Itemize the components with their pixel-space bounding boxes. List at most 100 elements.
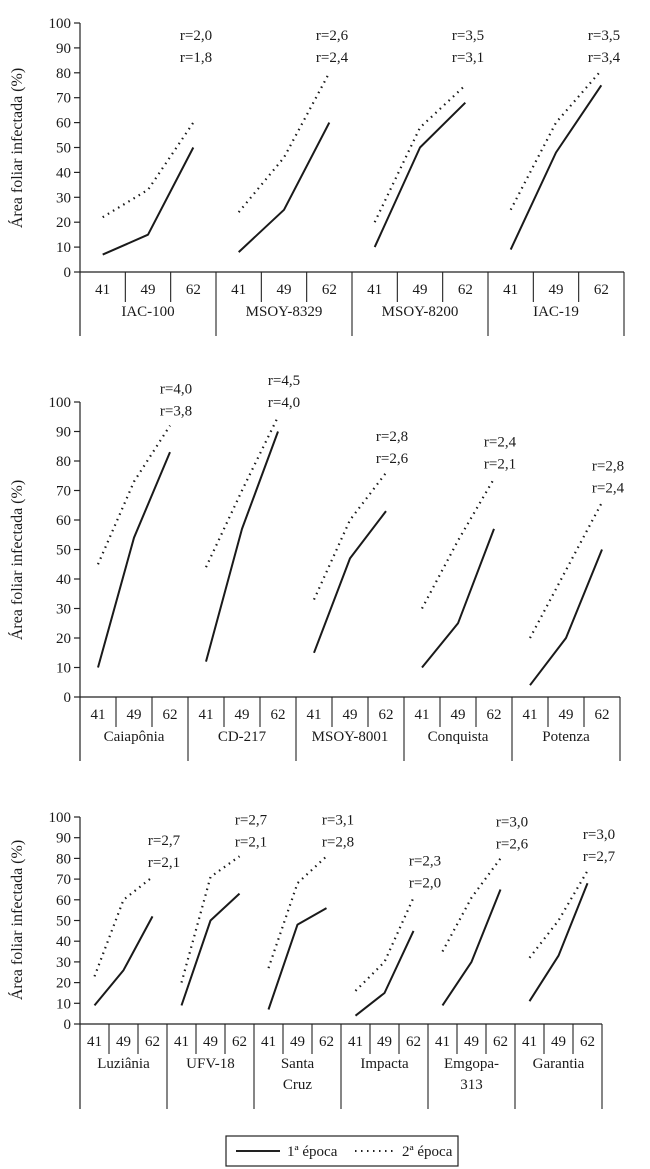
- y-tick-label: 60: [56, 893, 71, 909]
- y-tick-label: 70: [56, 484, 71, 500]
- x-tick-label: 49: [451, 707, 466, 723]
- y-tick-label: 40: [56, 572, 71, 588]
- category-label-line2: Cruz: [283, 1077, 313, 1093]
- y-tick-label: 30: [56, 955, 71, 971]
- r-value-1a-epoca: r=2,1: [148, 855, 180, 871]
- y-tick-label: 50: [56, 543, 71, 559]
- series-line-1a-epoca: [441, 889, 502, 1006]
- series-line-1a-epoca: [373, 101, 467, 248]
- y-tick-label: 50: [56, 141, 71, 157]
- r-value-2a-epoca: r=2,8: [592, 458, 624, 474]
- series-line-1a-epoca: [509, 84, 603, 251]
- y-tick-label: 30: [56, 602, 71, 618]
- x-tick-label: 62: [271, 707, 286, 723]
- series-line-2a-epoca: [354, 897, 415, 992]
- x-tick-label: 62: [163, 707, 178, 723]
- x-tick-label: 62: [406, 1034, 421, 1050]
- x-tick-label: 49: [277, 282, 292, 298]
- series-line-2a-epoca: [529, 501, 603, 639]
- category-label: Conquista: [428, 729, 489, 745]
- series-line-1a-epoca: [102, 147, 195, 256]
- x-tick-label: 62: [594, 282, 609, 298]
- x-tick-label: 49: [141, 282, 156, 298]
- x-tick-label: 41: [261, 1034, 276, 1050]
- y-tick-label: 20: [56, 215, 71, 231]
- x-tick-label: 49: [464, 1034, 479, 1050]
- r-value-2a-epoca: r=2,0: [180, 28, 212, 44]
- group-msoy-8329: 41 49 62 MSOY-8329 r=2,6 r=2,4: [231, 28, 353, 336]
- y-tick-label: 20: [56, 976, 71, 992]
- series-line-1a-epoca: [354, 930, 415, 1017]
- x-tick-label: 62: [487, 707, 502, 723]
- r-value-1a-epoca: r=2,6: [376, 451, 409, 467]
- x-tick-label: 41: [348, 1034, 363, 1050]
- r-value-1a-epoca: r=3,4: [588, 50, 621, 66]
- category-label: IAC-19: [533, 304, 579, 320]
- x-tick-label: 49: [413, 282, 428, 298]
- category-label: Santa: [281, 1056, 315, 1072]
- series-line-1a-epoca: [421, 528, 495, 669]
- series-line-2a-epoca: [373, 84, 467, 223]
- group-msoy-8001: 41 49 62 MSOY-8001 r=2,8 r=2,6: [307, 429, 409, 761]
- y-tick-label: 40: [56, 165, 71, 181]
- series-line-1a-epoca: [529, 549, 603, 686]
- group-potenza: 41 49 62 Potenza r=2,8 r=2,4: [523, 458, 625, 761]
- y-tick-label: 40: [56, 934, 71, 950]
- category-label: UFV-18: [186, 1056, 235, 1072]
- x-tick-label: 49: [116, 1034, 131, 1050]
- category-label: Potenza: [542, 729, 590, 745]
- series-line-2a-epoca: [441, 857, 502, 953]
- category-label: Emgopa-: [444, 1056, 499, 1072]
- series-line-2a-epoca: [205, 416, 279, 568]
- x-tick-label: 41: [174, 1034, 189, 1050]
- x-tick-label: 41: [435, 1034, 450, 1050]
- r-value-1a-epoca: r=3,8: [160, 404, 192, 420]
- x-tick-label: 41: [199, 707, 214, 723]
- x-tick-label: 41: [95, 282, 110, 298]
- category-label: IAC-100: [121, 304, 174, 320]
- panels: Área foliar infectada (%) 0 10 20 30 40 50 60 70…: [7, 16, 625, 1109]
- r-value-1a-epoca: r=2,1: [484, 457, 516, 473]
- series-line-2a-epoca: [180, 855, 241, 983]
- x-tick-label: 62: [595, 707, 610, 723]
- y-tick-label: 80: [56, 851, 71, 867]
- series-line-2a-epoca: [237, 72, 331, 213]
- x-tick-label: 49: [203, 1034, 218, 1050]
- r-value-2a-epoca: r=2,6: [316, 28, 349, 44]
- legend-label-2a-epoca: 2ª época: [402, 1144, 453, 1160]
- y-tick-label: 90: [56, 831, 71, 847]
- y-tick-label: 50: [56, 914, 71, 930]
- y-tick-label: 10: [56, 240, 71, 256]
- category-label: Luziânia: [97, 1056, 150, 1072]
- r-value-2a-epoca: r=2,8: [376, 429, 408, 445]
- y-tick-label: 20: [56, 631, 71, 647]
- r-value-1a-epoca: r=2,4: [316, 50, 349, 66]
- category-label: CD-217: [218, 729, 267, 745]
- x-tick-label: 49: [551, 1034, 566, 1050]
- group-iac-19: 41 49 62 IAC-19 r=3,5 r=3,4: [503, 28, 625, 336]
- x-tick-label: 62: [379, 707, 394, 723]
- x-tick-label: 49: [343, 707, 358, 723]
- y-tick-label: 100: [49, 810, 72, 826]
- series-line-2a-epoca: [312, 472, 387, 601]
- chart-panel-2: Área foliar infectada (%) 0 10 20 30 40 50 60 70…: [7, 373, 625, 761]
- x-tick-label: 49: [127, 707, 142, 723]
- legend-label-1a-epoca: 1ª época: [287, 1144, 338, 1160]
- series-line-1a-epoca: [180, 892, 241, 1006]
- r-value-1a-epoca: r=1,8: [180, 50, 212, 66]
- r-value-1a-epoca: r=2,7: [583, 849, 616, 865]
- group-ufv-18: 41 49 62 UFV-18 r=2,7 r=2,1: [174, 812, 268, 1109]
- r-value-1a-epoca: r=2,4: [592, 480, 625, 496]
- category-label: Impacta: [360, 1056, 409, 1072]
- r-value-2a-epoca: r=3,0: [496, 814, 528, 830]
- series-line-2a-epoca: [102, 121, 195, 219]
- r-value-1a-epoca: r=2,6: [496, 836, 529, 852]
- group-impacta: 41 49 62 Impacta r=2,3 r=2,0: [348, 854, 441, 1109]
- x-tick-label: 62: [322, 282, 337, 298]
- x-tick-label: 49: [377, 1034, 392, 1050]
- r-value-2a-epoca: r=4,5: [268, 373, 300, 389]
- y-tick-label: 70: [56, 91, 71, 107]
- category-label-line2: 313: [460, 1077, 483, 1093]
